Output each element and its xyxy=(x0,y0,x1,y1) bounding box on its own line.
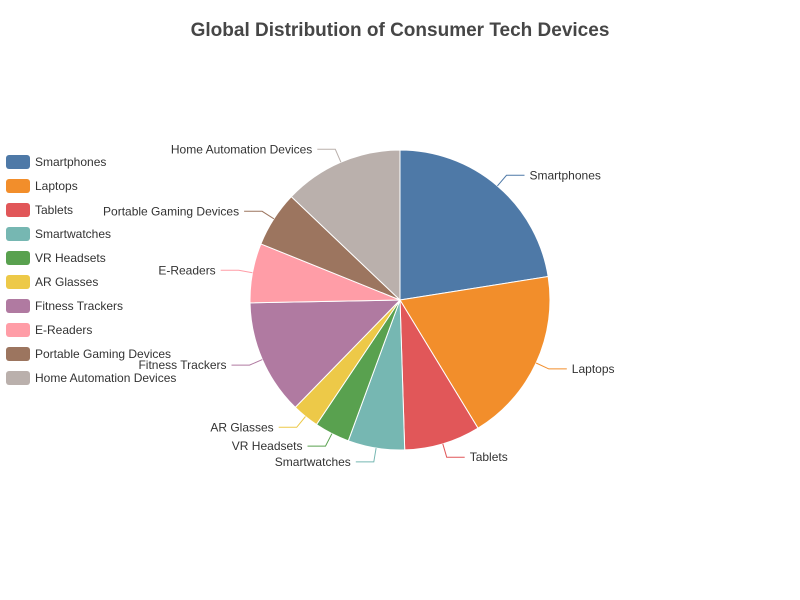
legend-label: Portable Gaming Devices xyxy=(35,347,172,361)
legend-item-ar-glasses[interactable]: AR Glasses xyxy=(6,270,176,294)
slice-label-smartwatches: Smartwatches xyxy=(275,455,351,469)
slice-label-vr-headsets: VR Headsets xyxy=(232,439,303,453)
slice-label-e-readers: E-Readers xyxy=(158,263,215,277)
legend-swatch xyxy=(6,371,30,385)
label-line-laptops xyxy=(535,362,567,370)
legend-item-smartwatches[interactable]: Smartwatches xyxy=(6,222,176,246)
legend-label: Tablets xyxy=(35,203,74,217)
legend-swatch xyxy=(6,203,30,217)
legend-item-laptops[interactable]: Laptops xyxy=(6,174,176,198)
legend-item-e-readers[interactable]: E-Readers xyxy=(6,318,176,342)
legend-label: Laptops xyxy=(35,179,78,193)
legend-swatch xyxy=(6,323,30,337)
legend-item-smartphones[interactable]: Smartphones xyxy=(6,150,176,174)
legend-swatch xyxy=(6,275,30,289)
legend-label: VR Headsets xyxy=(35,251,106,265)
legend-swatch xyxy=(6,347,30,361)
legend-swatch xyxy=(6,155,30,169)
legend-swatch xyxy=(6,227,30,241)
slice-label-ar-glasses: AR Glasses xyxy=(210,420,273,434)
label-line-smartwatches xyxy=(355,448,377,463)
legend-item-tablets[interactable]: Tablets xyxy=(6,198,176,222)
legend-label: Smartphones xyxy=(35,155,107,169)
label-line-e-readers xyxy=(220,269,253,274)
slice-label-tablets: Tablets xyxy=(470,450,508,464)
slice-label-portable-gaming-devices: Portable Gaming Devices xyxy=(103,204,239,218)
slice-label-fitness-trackers: Fitness Trackers xyxy=(138,358,226,372)
chart-title: Global Distribution of Consumer Tech Dev… xyxy=(190,20,610,41)
legend-label: Smartwatches xyxy=(35,227,112,241)
label-line-vr-headsets xyxy=(307,433,333,447)
legend-label: E-Readers xyxy=(35,323,93,337)
legend: Smartphones Laptops Tablets Smartwatches VR … xyxy=(6,150,176,390)
legend-item-fitness-trackers[interactable]: Fitness Trackers xyxy=(6,294,176,318)
legend-label: Home Automation Devices xyxy=(35,371,177,385)
slice-label-smartphones: Smartphones xyxy=(530,168,601,182)
slice-label-home-automation-devices: Home Automation Devices xyxy=(171,142,312,156)
legend-item-portable-gaming-devices[interactable]: Portable Gaming Devices xyxy=(6,342,176,366)
legend-label: Fitness Trackers xyxy=(35,299,124,313)
legend-label: AR Glasses xyxy=(35,275,99,289)
legend-swatch xyxy=(6,179,30,193)
legend-swatch xyxy=(6,251,30,265)
label-line-fitness-trackers xyxy=(231,359,263,366)
label-line-tablets xyxy=(442,443,465,458)
pie-slice-fitness-trackers[interactable] xyxy=(249,299,402,409)
slice-label-laptops: Laptops xyxy=(572,362,615,376)
label-line-portable-gaming-devices xyxy=(244,210,275,220)
label-line-home-automation-devices xyxy=(317,148,342,163)
legend-swatch xyxy=(6,299,30,313)
legend-item-home-automation-devices[interactable]: Home Automation Devices xyxy=(6,366,176,390)
label-line-smartphones xyxy=(497,174,525,187)
pie-slice-smartphones[interactable] xyxy=(399,149,549,301)
legend-item-vr-headsets[interactable]: VR Headsets xyxy=(6,246,176,270)
label-line-ar-glasses xyxy=(278,416,306,428)
